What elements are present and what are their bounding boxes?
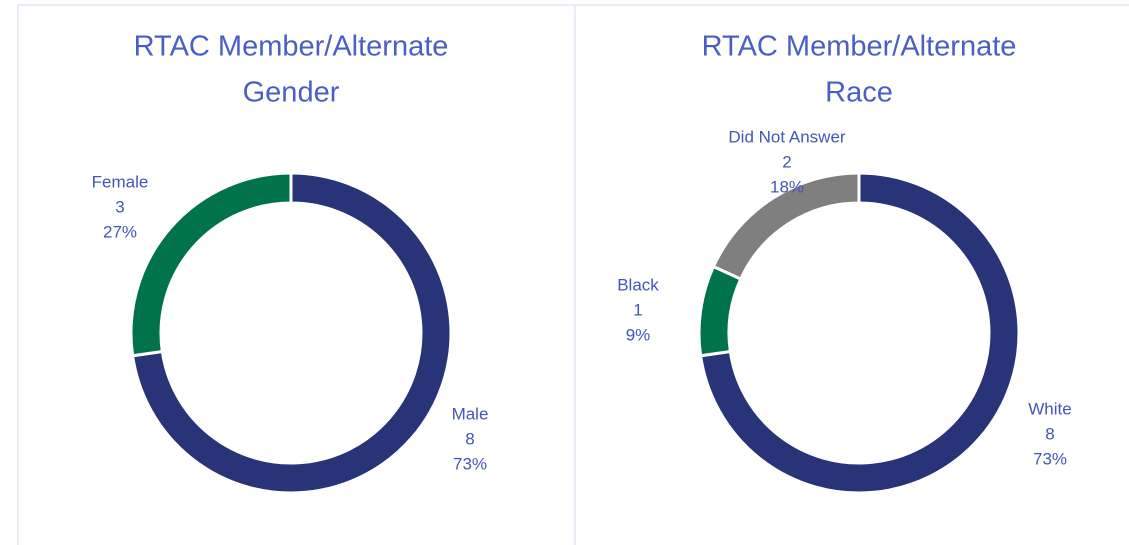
chart-title: Race [825, 77, 893, 109]
slice-label-percent: 73% [453, 454, 487, 473]
slice-label-name: White [1028, 399, 1071, 418]
slice-label-value: 2 [782, 152, 791, 171]
donut-slice [697, 264, 743, 358]
donut-slice [711, 171, 861, 281]
slice-label-name: Male [452, 404, 489, 423]
slice-label-name: Black [617, 275, 659, 294]
slice-label-value: 1 [633, 300, 642, 319]
slice-label-percent: 9% [626, 325, 651, 344]
slice-label-percent: 27% [103, 222, 137, 241]
slice-label-name: Female [92, 172, 149, 191]
slice-label-value: 3 [115, 197, 124, 216]
chart-title: RTAC Member/Alternate [702, 31, 1017, 63]
slice-label-value: 8 [1045, 424, 1054, 443]
slice-label-percent: 18% [770, 177, 804, 196]
donut-slice [130, 171, 453, 495]
chart-title: Gender [243, 77, 340, 109]
slice-label-percent: 73% [1033, 449, 1067, 468]
slice-label-value: 8 [465, 429, 474, 448]
donut-slice [129, 171, 293, 358]
chart-title: RTAC Member/Alternate [134, 31, 449, 63]
donut-slice [698, 171, 1021, 495]
slice-label-name: Did Not Answer [728, 127, 845, 146]
